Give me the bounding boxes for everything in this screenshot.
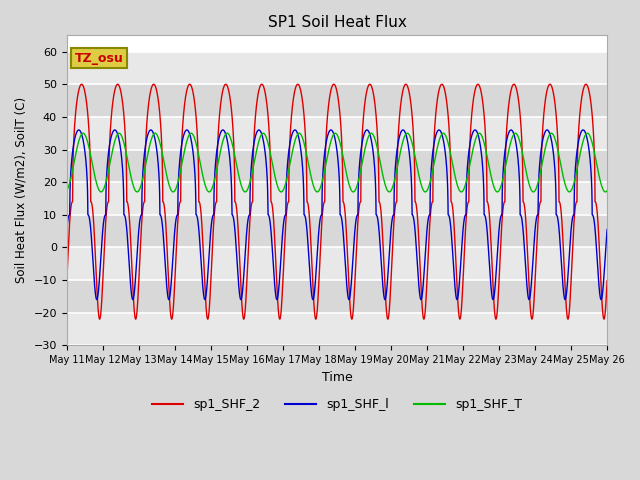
Bar [67,182,607,215]
Bar [67,149,607,182]
Bar [67,52,607,84]
Legend: sp1_SHF_2, sp1_SHF_l, sp1_SHF_T: sp1_SHF_2, sp1_SHF_l, sp1_SHF_T [147,394,527,417]
Title: SP1 Soil Heat Flux: SP1 Soil Heat Flux [268,15,406,30]
Bar [67,215,607,247]
Bar [67,84,607,117]
Bar [67,312,607,345]
Text: TZ_osu: TZ_osu [75,52,124,65]
Y-axis label: Soil Heat Flux (W/m2), SoilT (C): Soil Heat Flux (W/m2), SoilT (C) [15,97,28,283]
Bar [67,247,607,280]
X-axis label: Time: Time [321,371,353,384]
Bar [67,280,607,312]
Bar [67,117,607,149]
